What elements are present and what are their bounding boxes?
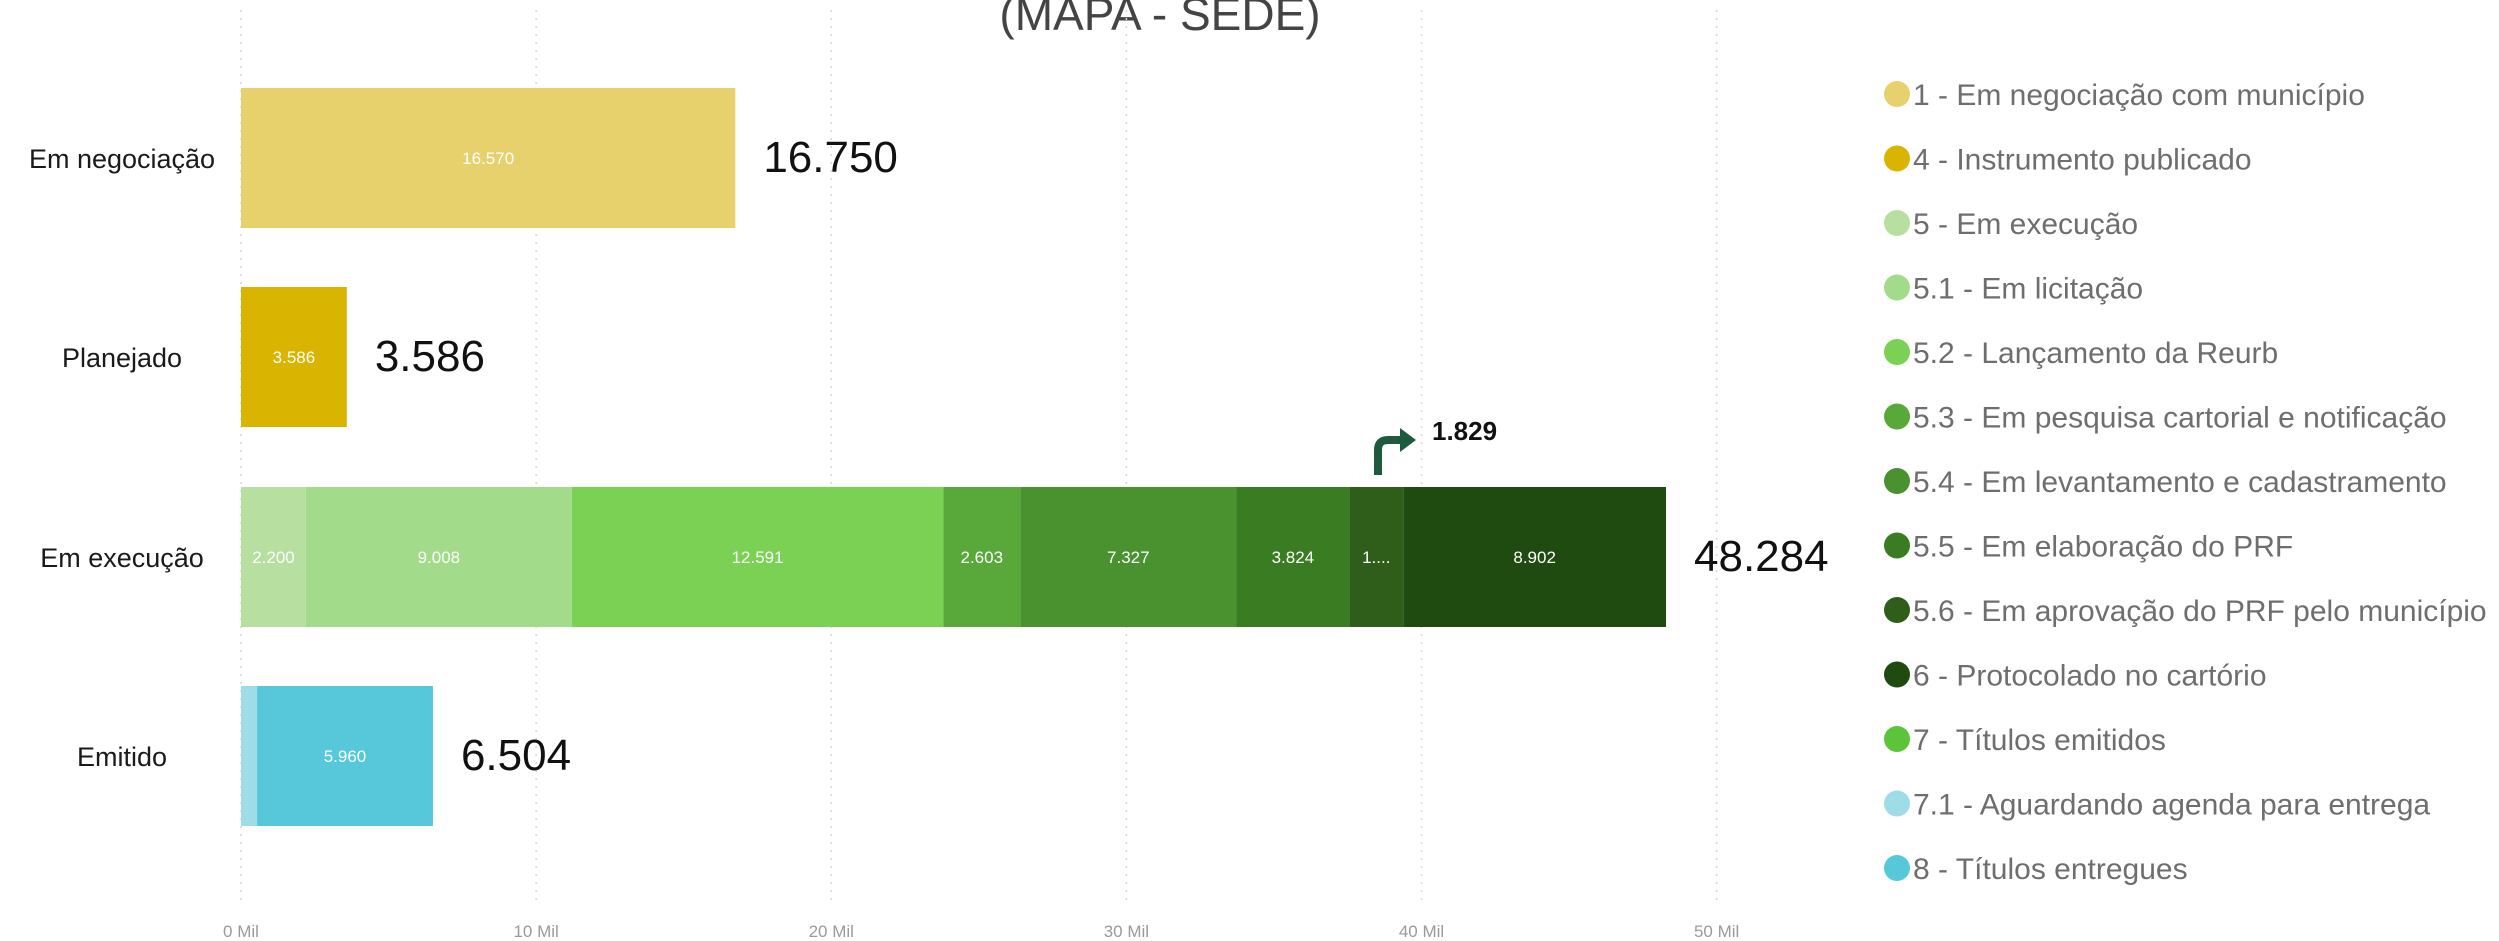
legend-swatch-icon <box>1884 145 1910 172</box>
x-tick-label: 30 Mil <box>1104 922 1149 941</box>
bar-segment <box>241 487 306 627</box>
x-tick-label: 50 Mil <box>1694 922 1739 941</box>
legend-swatch-icon <box>1884 403 1910 430</box>
legend-swatch-icon <box>1884 726 1910 752</box>
bar-segment <box>571 487 944 627</box>
legend-item: 5.3 - Em pesquisa cartorial e notificaçã… <box>1913 402 2447 435</box>
segment-value-label: 9.008 <box>418 548 461 567</box>
category-label: Em execução <box>40 543 204 573</box>
legend-item: 5.5 - Em elaboração do PRF <box>1913 531 2293 564</box>
x-tick-label: 0 Mil <box>223 922 259 941</box>
legend-item: 7.1 - Aguardando agenda para entrega <box>1913 789 2430 822</box>
legend-swatch-icon <box>1884 661 1910 688</box>
segment-value-label: 2.603 <box>961 548 1004 567</box>
callout-label: 1.829 <box>1432 416 1497 446</box>
legend-swatch-icon <box>1884 790 1910 817</box>
bar-segment <box>257 686 433 826</box>
legend-swatch-icon <box>1884 339 1910 365</box>
legend-swatch-icon <box>1884 855 1910 881</box>
segment-value-label: 12.591 <box>732 548 784 567</box>
legend-item: 5.6 - Em aprovação do PRF pelo município <box>1913 595 2487 628</box>
x-tick-label: 40 Mil <box>1399 922 1444 941</box>
x-axis: 0 Mil 10 Mil 20 Mil 30 Mil 40 Mil 50 Mil <box>223 922 1739 941</box>
legend-swatch-icon <box>1884 597 1910 623</box>
legend-item: 5.1 - Em licitação <box>1913 273 2143 306</box>
segment-value-label: 16.570 <box>462 149 514 168</box>
bar-segment <box>1349 487 1404 627</box>
segment-value-label: 7.327 <box>1107 548 1150 567</box>
segment-value-label: 3.586 <box>273 348 316 367</box>
legend: 1 - Em negociação com município 4 - Instr… <box>1884 79 2487 886</box>
legend-swatch-icon <box>1884 210 1910 236</box>
legend-swatch-icon <box>1884 532 1910 559</box>
legend-swatch-icon <box>1884 468 1910 494</box>
category-label: Planejado <box>62 343 182 373</box>
bar-segment <box>305 487 572 627</box>
bar-segment <box>1403 487 1666 627</box>
legend-item: 5.4 - Em levantamento e cadastramento <box>1913 466 2447 499</box>
category-labels: Em negociação Planejado Em execução Emitido <box>29 144 215 772</box>
x-tick-label: 20 Mil <box>809 922 854 941</box>
legend-item: 7 - Títulos emitidos <box>1913 724 2166 757</box>
bar-total-label: 3.586 <box>375 332 485 381</box>
chart-title: (MAPA - SEDE) <box>999 0 1320 40</box>
bar-segment <box>943 487 1021 627</box>
bar-total-label: 48.284 <box>1694 532 1829 581</box>
bar-total-label: 16.750 <box>763 133 898 182</box>
callout: 1.829 <box>1374 416 1497 475</box>
segment-value-label: 1.... <box>1362 548 1390 567</box>
legend-item: 1 - Em negociação com município <box>1913 79 2365 112</box>
legend-swatch-icon <box>1884 274 1910 301</box>
segment-value-label: 2.200 <box>252 548 295 567</box>
category-label: Emitido <box>77 742 167 772</box>
legend-item: 4 - Instrumento publicado <box>1913 144 2252 177</box>
x-tick-label: 10 Mil <box>513 922 558 941</box>
legend-item: 8 - Títulos entregues <box>1913 853 2188 886</box>
legend-item: 6 - Protocolado no cartório <box>1913 660 2267 693</box>
bar-segment <box>241 88 736 228</box>
bar-segment <box>1020 487 1237 627</box>
legend-swatch-icon <box>1884 81 1910 107</box>
bar-segment <box>241 686 258 826</box>
legend-item: 5.2 - Lançamento da Reurb <box>1913 337 2278 370</box>
bar-segment <box>1236 487 1350 627</box>
bar-total-label: 6.504 <box>461 731 571 780</box>
segment-value-label: 5.960 <box>324 747 367 766</box>
bars: 16.570 16.750 3.586 3.586 2.200 9.008 12.591 2.… <box>241 88 1829 826</box>
segment-value-label: 8.902 <box>1513 548 1556 567</box>
callout-arrowhead-icon <box>1400 428 1416 452</box>
callout-arrow-icon <box>1374 436 1402 475</box>
category-label: Em negociação <box>29 144 215 174</box>
legend-item: 5 - Em execução <box>1913 208 2138 241</box>
segment-value-label: 3.824 <box>1272 548 1315 567</box>
bar-segment <box>241 287 347 427</box>
